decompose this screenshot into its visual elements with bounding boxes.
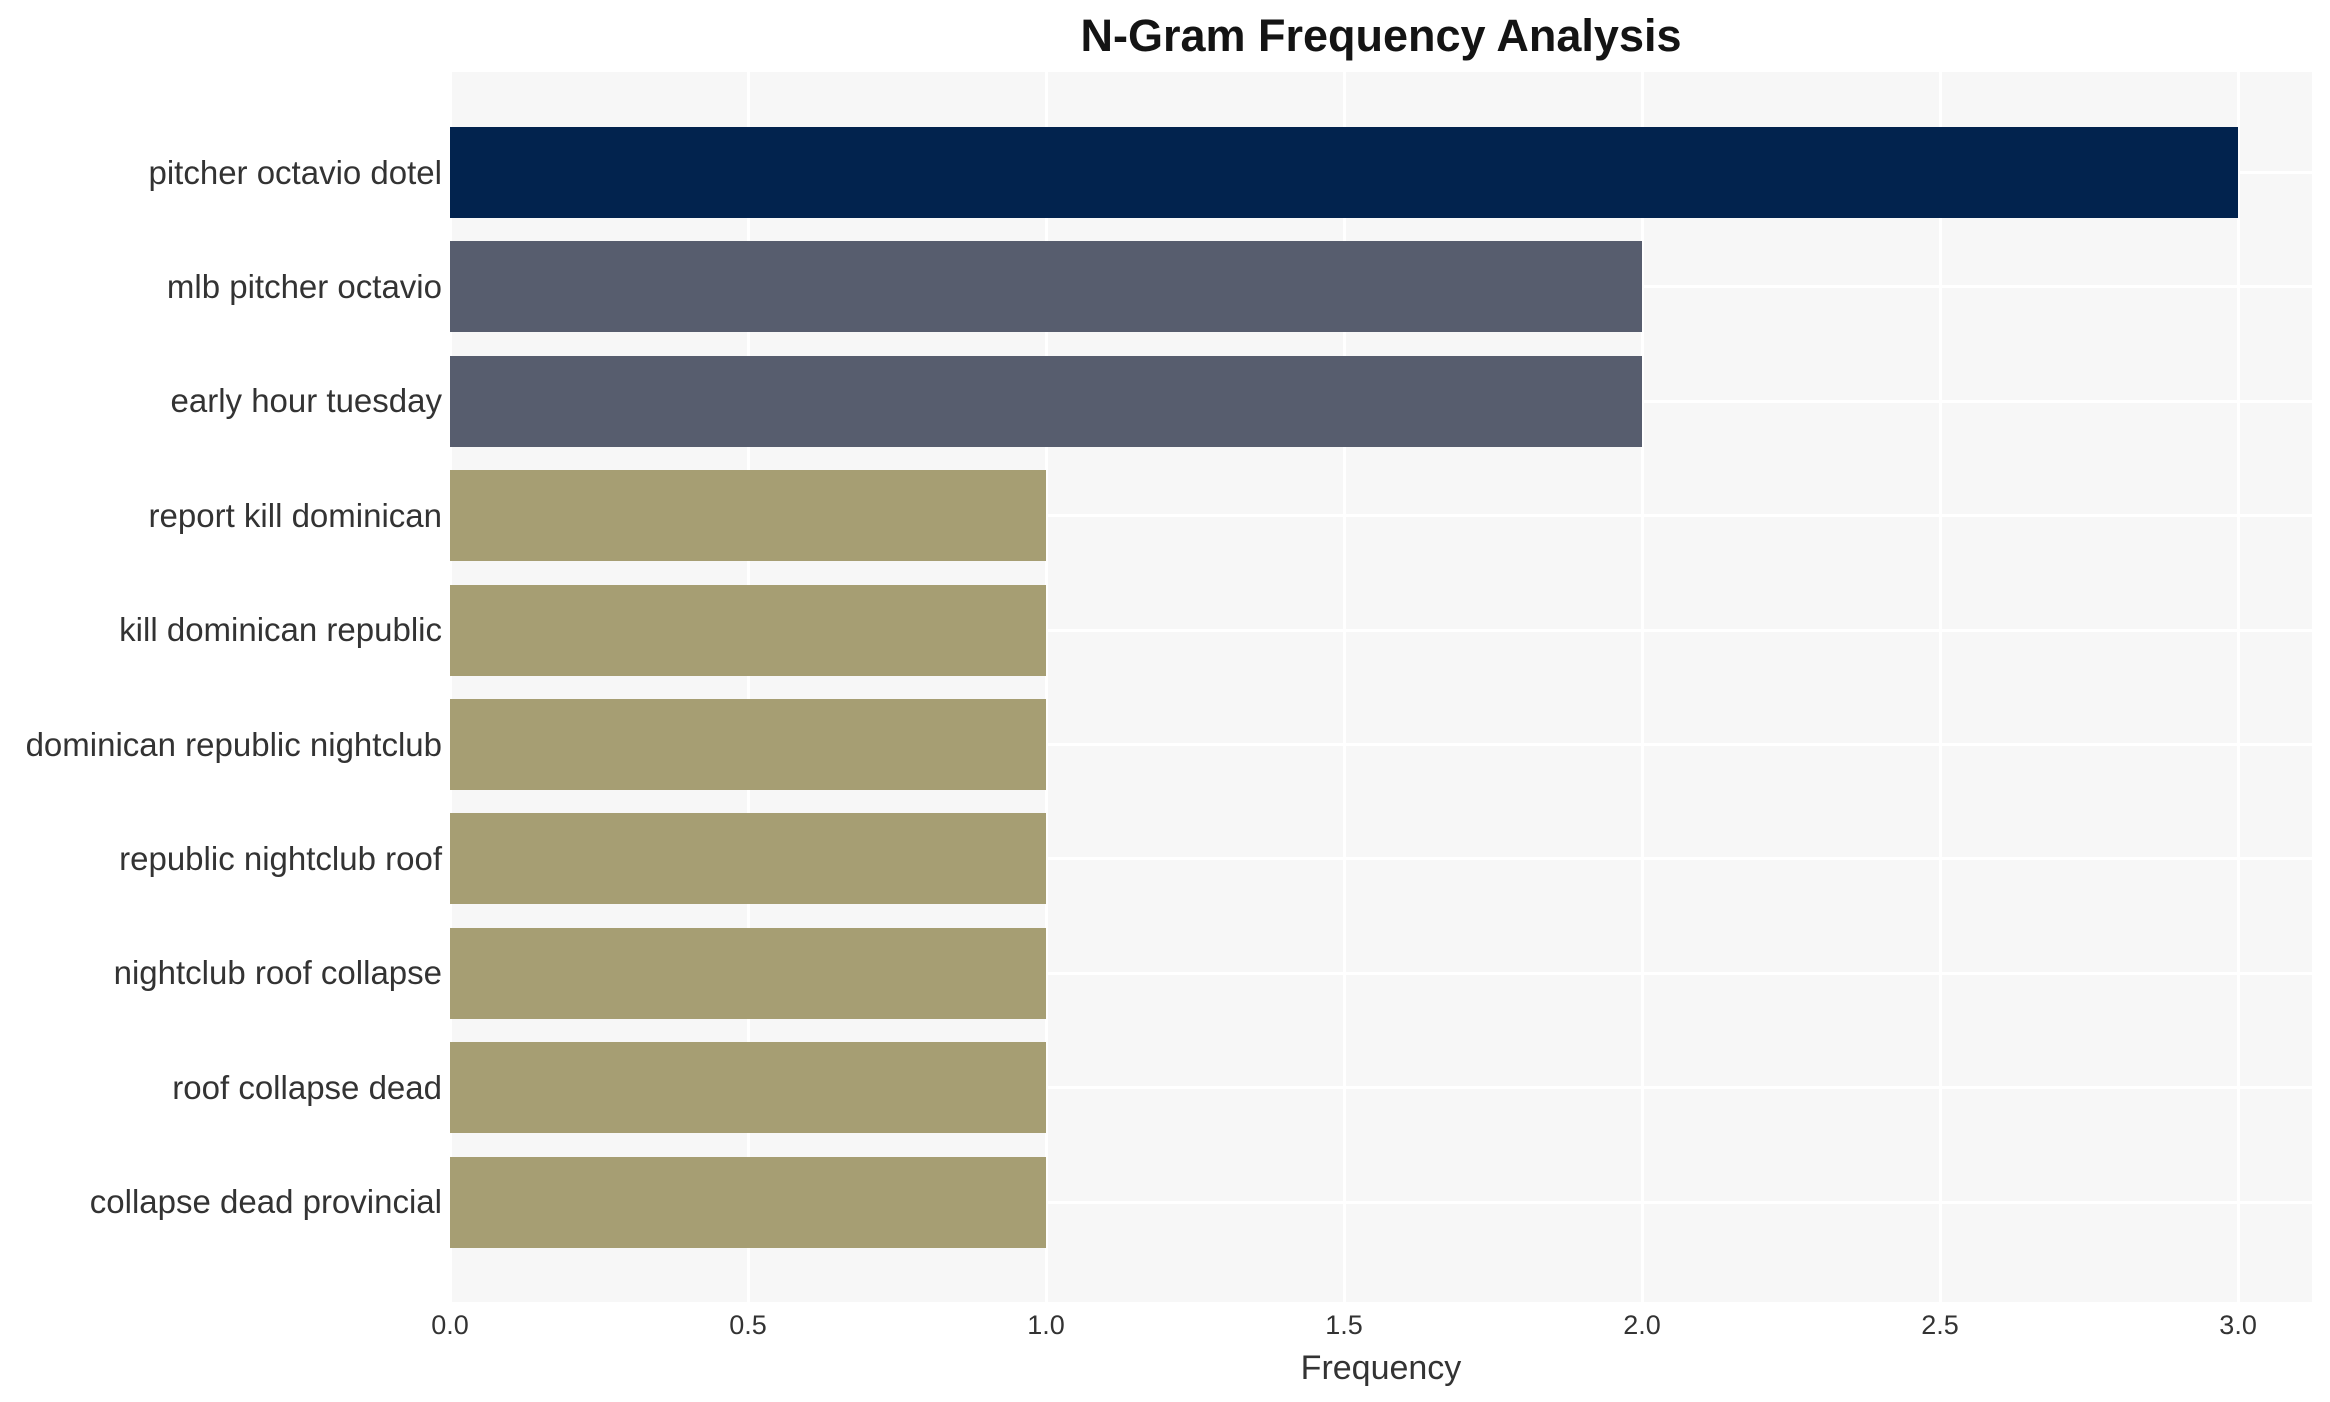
category-label: nightclub roof collapse	[113, 954, 442, 992]
bar	[450, 470, 1047, 562]
category-label: early hour tuesday	[170, 382, 443, 420]
horizontal-gridline	[450, 857, 2312, 861]
category-label: roof collapse dead	[172, 1068, 442, 1106]
x-axis-title: Frequency	[1300, 1349, 1462, 1387]
horizontal-gridline	[450, 1086, 2312, 1090]
category-label: kill dominican republic	[119, 611, 442, 649]
vertical-gridline	[1938, 72, 1942, 1302]
category-label: report kill dominican	[148, 496, 442, 534]
category-label: dominican republic nightclub	[25, 725, 442, 763]
horizontal-gridline	[450, 1200, 2312, 1204]
vertical-gridline	[1640, 72, 1644, 1302]
x-tick-label: 2.5	[1921, 1310, 1959, 1340]
vertical-gridline	[1044, 72, 1048, 1302]
x-tick-label: 2.0	[1623, 1310, 1661, 1340]
y-axis-labels: pitcher octavio dotel mlb pitcher octavio…	[0, 0, 442, 1402]
x-tick-label: 0.5	[729, 1310, 767, 1340]
bar	[450, 584, 1047, 676]
vertical-gridline	[746, 72, 750, 1302]
vertical-gridline	[1342, 72, 1346, 1302]
horizontal-gridline	[450, 971, 2312, 975]
bar	[450, 927, 1047, 1019]
x-axis-ticks: 0.0 0.5 1.0 1.5 2.0 2.5 3.0	[431, 1309, 2312, 1345]
bar	[450, 127, 2239, 218]
category-label: mlb pitcher octavio	[166, 267, 442, 305]
plot-area	[450, 72, 2312, 1302]
x-tick-label: 1.5	[1325, 1310, 1363, 1340]
bar	[450, 1156, 1047, 1248]
bar	[450, 1042, 1047, 1134]
category-label: pitcher octavio dotel	[148, 153, 442, 191]
horizontal-gridline	[450, 514, 2312, 518]
chart-title: N-Gram Frequency Analysis	[1080, 10, 1682, 61]
bar	[450, 355, 1643, 447]
x-tick-label: 0.0	[431, 1310, 469, 1340]
x-tick-label: 1.0	[1027, 1310, 1065, 1340]
bar	[450, 699, 1047, 790]
horizontal-gridline	[450, 743, 2312, 746]
x-tick-label: 3.0	[2219, 1310, 2257, 1340]
bar	[450, 813, 1047, 905]
vertical-gridline	[2236, 72, 2240, 1302]
horizontal-gridline	[450, 628, 2312, 632]
category-label: republic nightclub roof	[119, 839, 442, 877]
category-label: collapse dead provincial	[89, 1183, 442, 1221]
bar	[450, 241, 1643, 333]
vertical-gridline	[450, 72, 452, 1302]
